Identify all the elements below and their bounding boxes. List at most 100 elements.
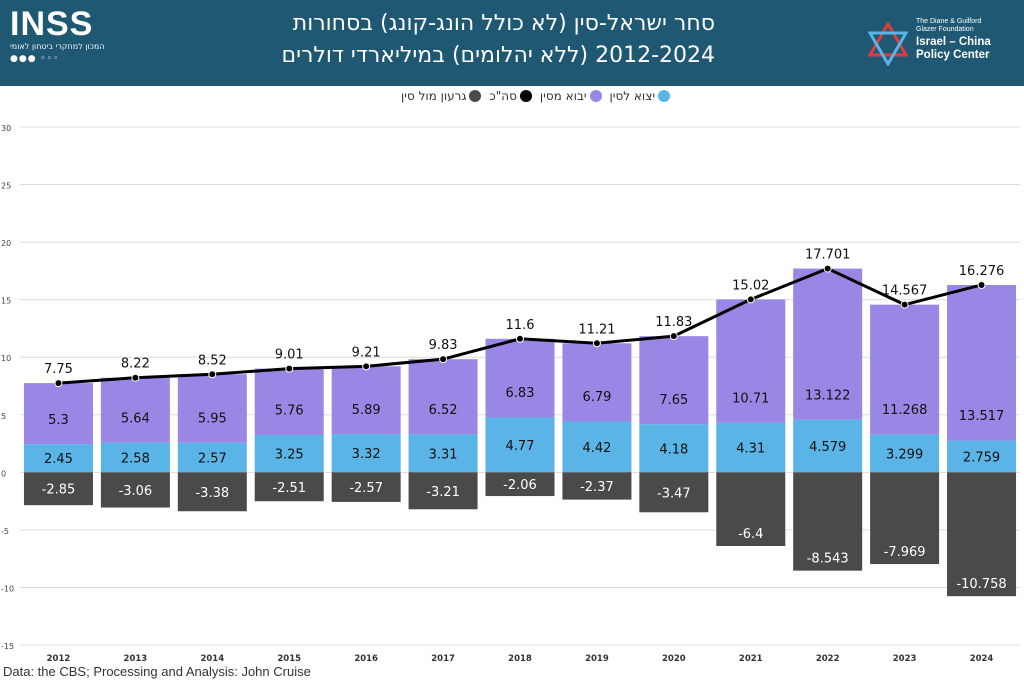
label-deficit-2012: -2.85 — [42, 483, 76, 498]
y-tick-label-0: 30 — [1, 124, 11, 133]
label-deficit-2016: -2.57 — [349, 481, 383, 496]
bar-imports-2017 — [408, 359, 478, 435]
label-imports-2022: 13.122 — [805, 388, 851, 403]
bar-deficit-2023 — [870, 472, 940, 565]
label-deficit-2022: -8.543 — [807, 552, 849, 567]
label-total-2012: 7.75 — [44, 362, 73, 377]
y-tick-label-7: -5 — [1, 527, 9, 536]
bar-exports-2020 — [639, 424, 709, 473]
label-exports-2013: 2.58 — [121, 451, 150, 466]
y-tick-label-9: -15 — [1, 642, 14, 651]
x-tick-label-2019: 2019 — [585, 654, 609, 664]
partner-small-line2: Glazer Foundation — [916, 26, 974, 33]
label-imports-2023: 11.268 — [882, 403, 928, 418]
legend-swatch-exports — [658, 90, 670, 102]
total-point-2014 — [208, 370, 217, 379]
total-point-2012 — [54, 379, 63, 388]
label-deficit-2023: -7.969 — [884, 545, 926, 560]
x-tick-label-2014: 2014 — [200, 654, 224, 664]
bar-exports-2016 — [331, 434, 401, 473]
bar-exports-2019 — [562, 421, 632, 473]
label-imports-2014: 5.95 — [198, 411, 227, 426]
y-tick-label-1: 25 — [1, 182, 11, 191]
bar-exports-2013 — [100, 442, 170, 473]
y-tick-label-2: 20 — [1, 239, 11, 248]
label-deficit-2019: -2.37 — [580, 480, 614, 495]
bar-exports-2017 — [408, 434, 478, 473]
bar-imports-2024 — [947, 284, 1017, 441]
x-tick-label-2018: 2018 — [508, 654, 532, 664]
label-exports-2021: 4.31 — [736, 442, 765, 457]
legend-label-exports: יצוא לסין — [609, 89, 655, 103]
label-total-2020: 11.83 — [655, 315, 692, 330]
label-exports-2024: 2.759 — [963, 450, 1000, 465]
inss-logo-subtitle: המכון למחקרי ביטחון לאומי — [10, 42, 105, 51]
chart-plot: 302520151050-5-10-152.455.3-2.8520122.58… — [1, 124, 1020, 664]
label-total-2017: 9.83 — [429, 338, 458, 353]
chart-legend: יצוא לסין יבוא מסין סה"כ גרעון מול סין — [360, 88, 670, 104]
bar-imports-2015 — [254, 368, 324, 435]
y-tick-label-4: 10 — [1, 354, 11, 363]
x-tick-label-2017: 2017 — [431, 654, 455, 664]
total-point-2016 — [362, 362, 371, 371]
partner-big-line2: Policy Center — [916, 49, 990, 61]
legend-item-imports: יבוא מסין — [540, 89, 602, 103]
label-imports-2016: 5.89 — [352, 403, 381, 418]
bar-deficit-2022 — [793, 472, 863, 571]
label-total-2018: 11.6 — [506, 318, 535, 333]
bar-deficit-2018 — [485, 472, 555, 497]
bar-deficit-2024 — [947, 472, 1017, 597]
bar-deficit-2012 — [23, 472, 93, 506]
chart-title: סחר ישראל-סין (לא כולל הונג-קונג) בסחורו… — [235, 8, 715, 72]
legend-item-exports: יצוא לסין — [610, 89, 670, 103]
label-exports-2016: 3.32 — [352, 447, 381, 462]
bar-deficit-2015 — [254, 472, 324, 502]
label-imports-2017: 6.52 — [429, 403, 458, 418]
bar-deficit-2016 — [331, 472, 401, 502]
bar-imports-2019 — [562, 343, 632, 422]
label-total-2024: 16.276 — [959, 264, 1005, 279]
label-imports-2020: 7.65 — [659, 393, 688, 408]
y-tick-label-3: 15 — [1, 297, 11, 306]
bar-exports-2015 — [254, 434, 324, 473]
bar-imports-2018 — [485, 338, 555, 418]
x-tick-label-2012: 2012 — [47, 654, 71, 664]
bar-deficit-2020 — [639, 472, 709, 513]
header-bar — [0, 0, 1024, 86]
label-imports-2018: 6.83 — [506, 386, 535, 401]
label-exports-2014: 2.57 — [198, 452, 227, 467]
chart-title-line2: 2012-2024 (ללא יהלומים) במיליארדי דולרים — [281, 43, 715, 68]
label-total-2015: 9.01 — [275, 348, 304, 363]
label-exports-2015: 3.25 — [275, 448, 304, 463]
x-tick-label-2016: 2016 — [354, 654, 378, 664]
partner-small-line1: The Diane & Guilford — [916, 18, 982, 25]
total-point-2013 — [131, 373, 140, 382]
bar-exports-2014 — [177, 442, 247, 473]
y-tick-label-6: 0 — [1, 469, 6, 478]
label-deficit-2014: -3.38 — [195, 486, 229, 501]
bar-deficit-2014 — [177, 472, 247, 512]
legend-swatch-total — [519, 90, 532, 102]
bar-exports-2021 — [716, 422, 786, 473]
label-deficit-2021: -6.4 — [738, 527, 763, 542]
x-tick-label-2020: 2020 — [662, 654, 686, 664]
inss-dots-icon: ●●● ◦◦◦ — [10, 54, 60, 64]
label-exports-2022: 4.579 — [809, 440, 846, 455]
label-total-2021: 15.02 — [732, 278, 769, 293]
label-exports-2020: 4.18 — [659, 442, 688, 457]
total-point-2017 — [439, 355, 448, 364]
label-total-2019: 11.21 — [578, 322, 615, 337]
x-tick-label-2023: 2023 — [893, 654, 917, 664]
label-total-2022: 17.701 — [805, 248, 851, 263]
bar-imports-2021 — [716, 299, 786, 423]
bar-exports-2012 — [23, 444, 93, 473]
label-imports-2024: 13.517 — [959, 409, 1005, 424]
label-imports-2012: 5.3 — [48, 413, 69, 428]
partner-big-line1: Israel – China — [916, 36, 991, 48]
total-point-2021 — [746, 295, 755, 304]
partner-center-name: Israel – China Policy Center — [916, 36, 991, 62]
legend-label-deficit: גרעון מול סין — [401, 89, 467, 103]
bar-imports-2023 — [870, 304, 940, 435]
chart-title-line1: סחר ישראל-סין (לא כולל הונג-קונג) בסחורו… — [292, 11, 715, 36]
label-deficit-2017: -3.21 — [426, 485, 460, 500]
